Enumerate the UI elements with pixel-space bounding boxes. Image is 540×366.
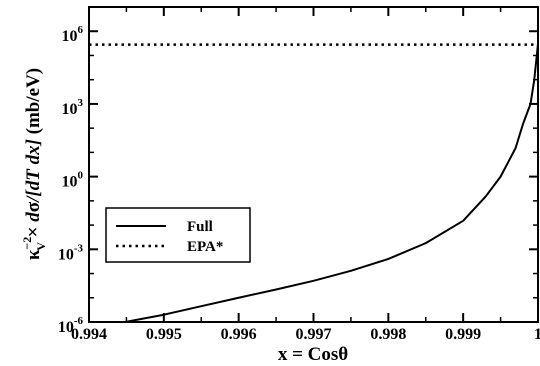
- y-title-bracket: /[dT dx]: [23, 139, 44, 204]
- series-layer: [89, 43, 539, 323]
- y-title-kappa-sup: −2: [20, 237, 34, 250]
- x-tick-label: 0.997: [296, 326, 332, 343]
- y-title-sigma: σ: [23, 201, 44, 212]
- y-tick-label: 100: [62, 170, 84, 191]
- legend-label-full: Full: [187, 219, 213, 235]
- y-tick-label: 10-6: [58, 315, 84, 336]
- y-tick-label: 106: [62, 24, 84, 45]
- x-tick-labels: 0.994 0.995 0.996 0.997 0.998 0.999 1: [71, 326, 540, 343]
- y-title-d: d: [23, 212, 44, 222]
- y-title-unit: (mb/eV): [23, 68, 44, 139]
- y-tick-labels: 10-6 10-3 100 103 106: [58, 24, 84, 336]
- series-line-full: [124, 43, 539, 323]
- y-tick-label: 10-3: [58, 242, 84, 263]
- x-tick-label: 0.999: [445, 326, 481, 343]
- x-tick-label: 0.996: [221, 326, 257, 343]
- plot-frame: [88, 6, 539, 323]
- legend: Full EPA*: [105, 207, 251, 263]
- x-tick-label: 0.998: [370, 326, 406, 343]
- x-axis-title: x = Cosθ: [278, 344, 348, 365]
- y-axis-title: κ−2V × dσ/[dT dx] (mb/eV): [20, 68, 48, 260]
- legend-label-epa: EPA*: [187, 239, 223, 255]
- y-tick-label: 103: [62, 97, 84, 118]
- legend-box: [105, 207, 251, 263]
- x-tick-label: 0.994: [71, 326, 107, 343]
- y-title-kappa-sub: V: [34, 242, 48, 251]
- axis-ticks: [88, 6, 539, 323]
- x-tick-label: 0.995: [146, 326, 182, 343]
- x-tick-label: 1: [534, 326, 540, 343]
- y-title-times: ×: [23, 222, 44, 242]
- y-title-kappa: κ: [23, 249, 44, 260]
